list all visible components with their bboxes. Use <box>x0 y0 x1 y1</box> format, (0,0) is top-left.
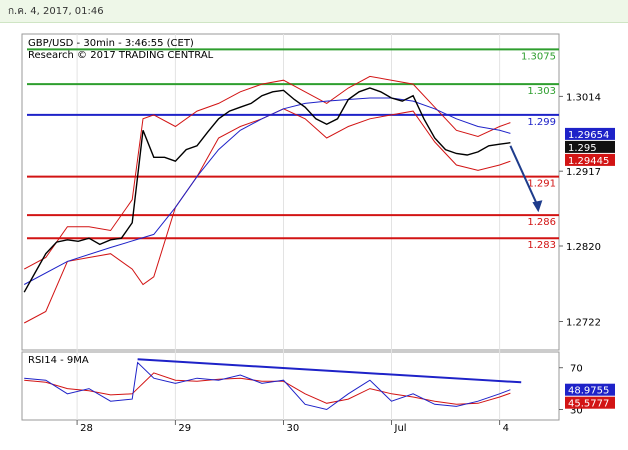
level-label-0: 1.3075 <box>521 51 556 62</box>
price-badge-0 <box>565 127 615 140</box>
price-badge-label-1: 1.295 <box>568 143 597 154</box>
price-chart-title: GBP/USD - 30min - 3:46:55 (CET) <box>28 38 194 49</box>
time-tick-label-3: Jul <box>394 423 407 434</box>
time-tick-label-2: 30 <box>287 423 300 434</box>
forecast-arrow-head <box>532 200 543 213</box>
forecast-arrow-shaft <box>509 145 539 206</box>
rsi-chart-title: RSI14 - 9MA <box>28 355 89 366</box>
rsi-badge-label-0: 48.9755 <box>568 386 609 397</box>
price-chart-subtitle: Research © 2017 TRADING CENTRAL <box>28 50 214 61</box>
rsi-badge-1 <box>565 396 615 409</box>
price-badge-label-2: 1.29445 <box>568 156 609 167</box>
price-tick-label-1: 1.2917 <box>566 167 601 178</box>
price-axis: 1.3014 1.2917 1.2820 1.2722 <box>559 92 601 329</box>
price-levels: 1.3075 1.303 1.299 1.291 1.286 1.283 <box>27 48 559 251</box>
time-tick-label-1: 29 <box>178 423 191 434</box>
price-badge-1 <box>565 140 615 153</box>
rsi-tick-label-0: 70 <box>570 364 583 375</box>
rsi-series <box>24 358 522 411</box>
level-label-5: 1.283 <box>527 240 556 251</box>
price-series <box>23 75 543 324</box>
moving-average-line <box>23 97 511 285</box>
price-badge-2 <box>565 153 615 166</box>
rsi-badges: 48.9755 45.5777 <box>565 383 615 410</box>
price-panel <box>21 33 560 351</box>
rsi-tick-label-1: 30 <box>570 406 583 417</box>
price-badge-label-0: 1.29654 <box>568 130 609 141</box>
price-tick-label-2: 1.2820 <box>566 242 601 253</box>
time-axis: 28 29 30 Jul 4 <box>76 420 509 434</box>
top-status-bar: ก.ค. 4, 2017, 01:46 <box>0 0 628 23</box>
price-badges: 1.29654 1.295 1.29445 <box>565 127 615 167</box>
price-tick-label-3: 1.2722 <box>566 318 601 329</box>
rsi-axis: 70 30 <box>559 364 583 417</box>
rsi-badge-0 <box>565 383 615 396</box>
bollinger-upper-line <box>23 75 511 270</box>
level-label-4: 1.286 <box>527 217 556 228</box>
rsi-panel <box>21 351 560 421</box>
time-tick-label-4: 4 <box>503 423 509 434</box>
level-label-3: 1.291 <box>527 179 556 190</box>
rsi-line <box>24 361 511 411</box>
time-tick-label-0: 28 <box>80 423 93 434</box>
rsi-badge-label-1: 45.5777 <box>568 399 609 410</box>
rsi-trendline <box>137 358 522 384</box>
price-tick-label-0: 1.3014 <box>566 92 601 103</box>
timestamp-text: ก.ค. 4, 2017, 01:46 <box>8 6 104 17</box>
level-label-2: 1.299 <box>527 117 556 128</box>
level-label-1: 1.303 <box>527 86 556 97</box>
price-line <box>23 87 511 293</box>
